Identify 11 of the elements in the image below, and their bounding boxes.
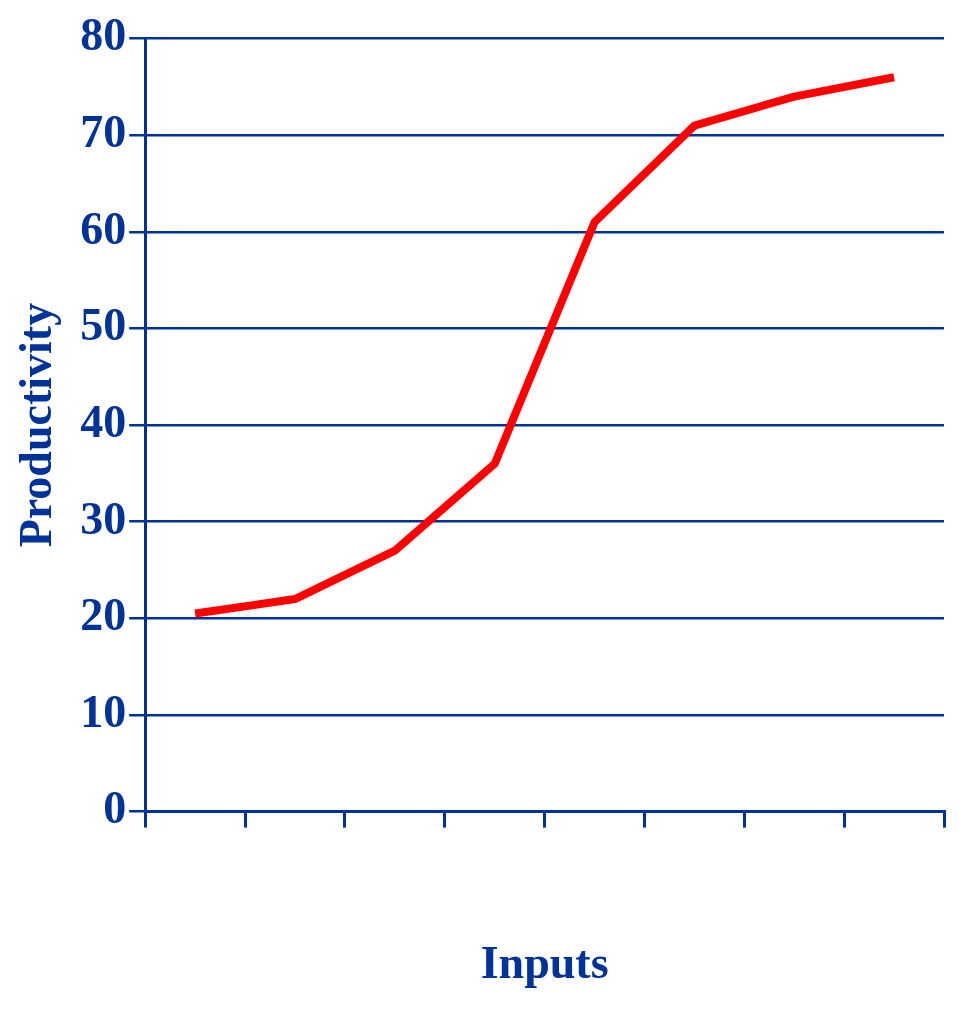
y-tick-label: 80 <box>80 9 127 61</box>
y-tick-label: 70 <box>80 106 127 158</box>
y-tick-label: 10 <box>80 685 127 737</box>
y-axis-title: Productivity <box>10 302 62 548</box>
y-tick-label: 60 <box>80 202 127 254</box>
y-tick-label: 0 <box>103 782 127 834</box>
y-tick-label: 50 <box>80 299 127 351</box>
x-axis-title: Inputs <box>480 937 609 989</box>
y-tick-label: 20 <box>80 589 127 641</box>
y-tick-label: 30 <box>80 492 127 544</box>
y-tick-label: 40 <box>80 395 127 447</box>
